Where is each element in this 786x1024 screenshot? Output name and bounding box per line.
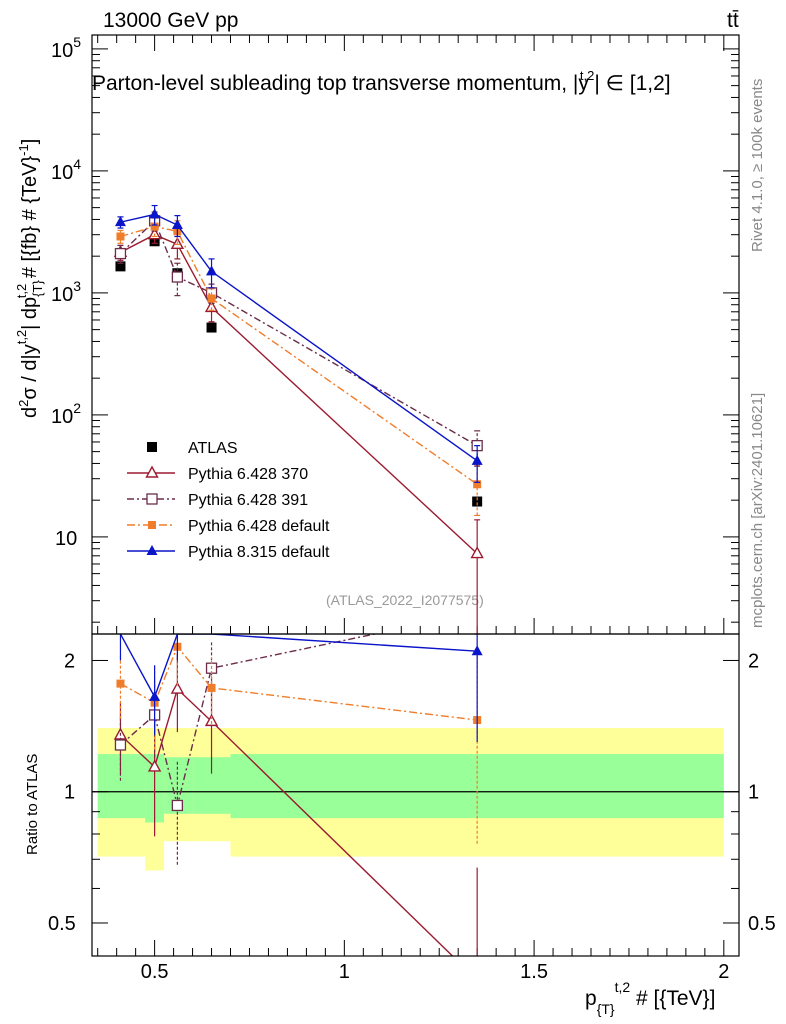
data-point	[171, 271, 184, 283]
side-text-bottom: mcplots.cern.ch [arXiv:2401.10621]	[749, 393, 766, 628]
ratio-point	[207, 683, 216, 692]
data-point	[115, 261, 126, 272]
ratio-point	[116, 679, 125, 688]
legend-entry: Pythia 6.428 391	[127, 492, 308, 509]
ratio-point	[114, 739, 127, 751]
y-tick-label: 103	[51, 278, 81, 306]
legend-marker	[146, 545, 158, 555]
ratio-point	[171, 799, 184, 812]
data-point	[472, 496, 483, 507]
main-y-axis-label: d2σ / d|yt,2| dp{T}t,2 # [{fb} # {TeV}-1…	[14, 139, 45, 418]
legend-label: Pythia 8.315 default	[188, 544, 330, 561]
y-tick-label: 104	[51, 156, 81, 184]
ratio-point	[204, 713, 219, 727]
series-pythia-6-428-391	[114, 211, 483, 467]
ratio-y-tick-label: 0.5	[748, 913, 776, 935]
ratio-series-pythia-8-315-default	[119, 634, 483, 743]
ratio-line	[120, 645, 478, 721]
legend-marker	[146, 493, 158, 505]
ratio-series-layer	[113, 634, 483, 956]
y-tick-label: 105	[51, 34, 81, 62]
x-tick-label: 1	[339, 961, 350, 983]
legend-entry: Pythia 6.428 370	[127, 465, 308, 483]
series-layer	[113, 204, 484, 956]
header-right: tt̄	[727, 9, 739, 32]
data-point	[150, 222, 159, 231]
ratio-y-axis-label: Ratio to ATLAS	[24, 754, 41, 855]
y-tick-label: 10	[55, 528, 77, 550]
axes: 10 102 103 104 105 0.5 0.5 1 1 2 2 0.5 1 1.5 2	[48, 34, 776, 983]
ratio-y-tick-label: 0.5	[48, 913, 76, 935]
ratio-y-tick-label: 1	[748, 782, 759, 804]
series-pythia-8-315-default	[114, 204, 483, 483]
ratio-point	[149, 690, 161, 701]
legend-label: ATLAS	[188, 440, 238, 457]
legend-label: Pythia 6.428 370	[188, 466, 308, 483]
series-line	[120, 225, 478, 485]
data-point	[114, 216, 126, 227]
legend-label: Pythia 6.428 default	[188, 518, 330, 535]
legend-marker	[145, 465, 159, 478]
legend-label: Pythia 6.428 391	[188, 492, 308, 509]
x-tick-label: 0.5	[141, 961, 169, 983]
legend-marker	[148, 521, 156, 529]
ratio-y-tick-label: 2	[748, 650, 759, 672]
ratio-line	[119, 634, 478, 699]
ratio-point	[147, 759, 162, 772]
ratio-point	[471, 645, 483, 656]
ratio-y-tick-label: 2	[64, 650, 75, 672]
data-point	[114, 247, 127, 260]
ratio-point	[170, 681, 185, 694]
analysis-watermark: (ATLAS_2022_I2077575)	[326, 592, 484, 608]
x-axis-label: p{T}t,2 # [{TeV}]	[585, 979, 715, 1017]
data-point	[171, 219, 183, 230]
uncertainty-bands	[92, 728, 739, 871]
data-point	[470, 546, 484, 559]
data-point	[204, 299, 219, 313]
y-tick-label: 102	[51, 400, 81, 428]
x-tick-label: 2	[718, 961, 729, 983]
data-point	[471, 454, 483, 465]
data-point	[206, 322, 217, 333]
data-point	[207, 294, 216, 303]
ratio-frame	[91, 633, 740, 957]
data-point	[149, 208, 161, 219]
data-point	[473, 480, 482, 489]
ratio-y-tick-label: 1	[64, 782, 75, 804]
data-point	[206, 265, 218, 276]
legend-marker	[147, 442, 157, 452]
legend: ATLAS Pythia 6.428 370 Pythia 6.428 391 Pyt…	[127, 440, 330, 561]
plot-title: Parton-level subleading top transverse m…	[92, 68, 671, 95]
legend-entry: Pythia 6.428 default	[127, 518, 330, 535]
x-tick-label: 1.5	[520, 961, 548, 983]
series-pythia-6-428-370	[113, 226, 484, 635]
header-left: 13000 GeV pp	[103, 9, 238, 32]
data-point	[116, 232, 125, 241]
legend-entry: Pythia 8.315 default	[127, 544, 330, 561]
series-line	[120, 213, 478, 462]
legend-entry: ATLAS	[147, 440, 238, 457]
green-band-segment	[97, 754, 146, 819]
side-text-top: Rivet 4.1.0, ≥ 100k events	[749, 79, 766, 252]
